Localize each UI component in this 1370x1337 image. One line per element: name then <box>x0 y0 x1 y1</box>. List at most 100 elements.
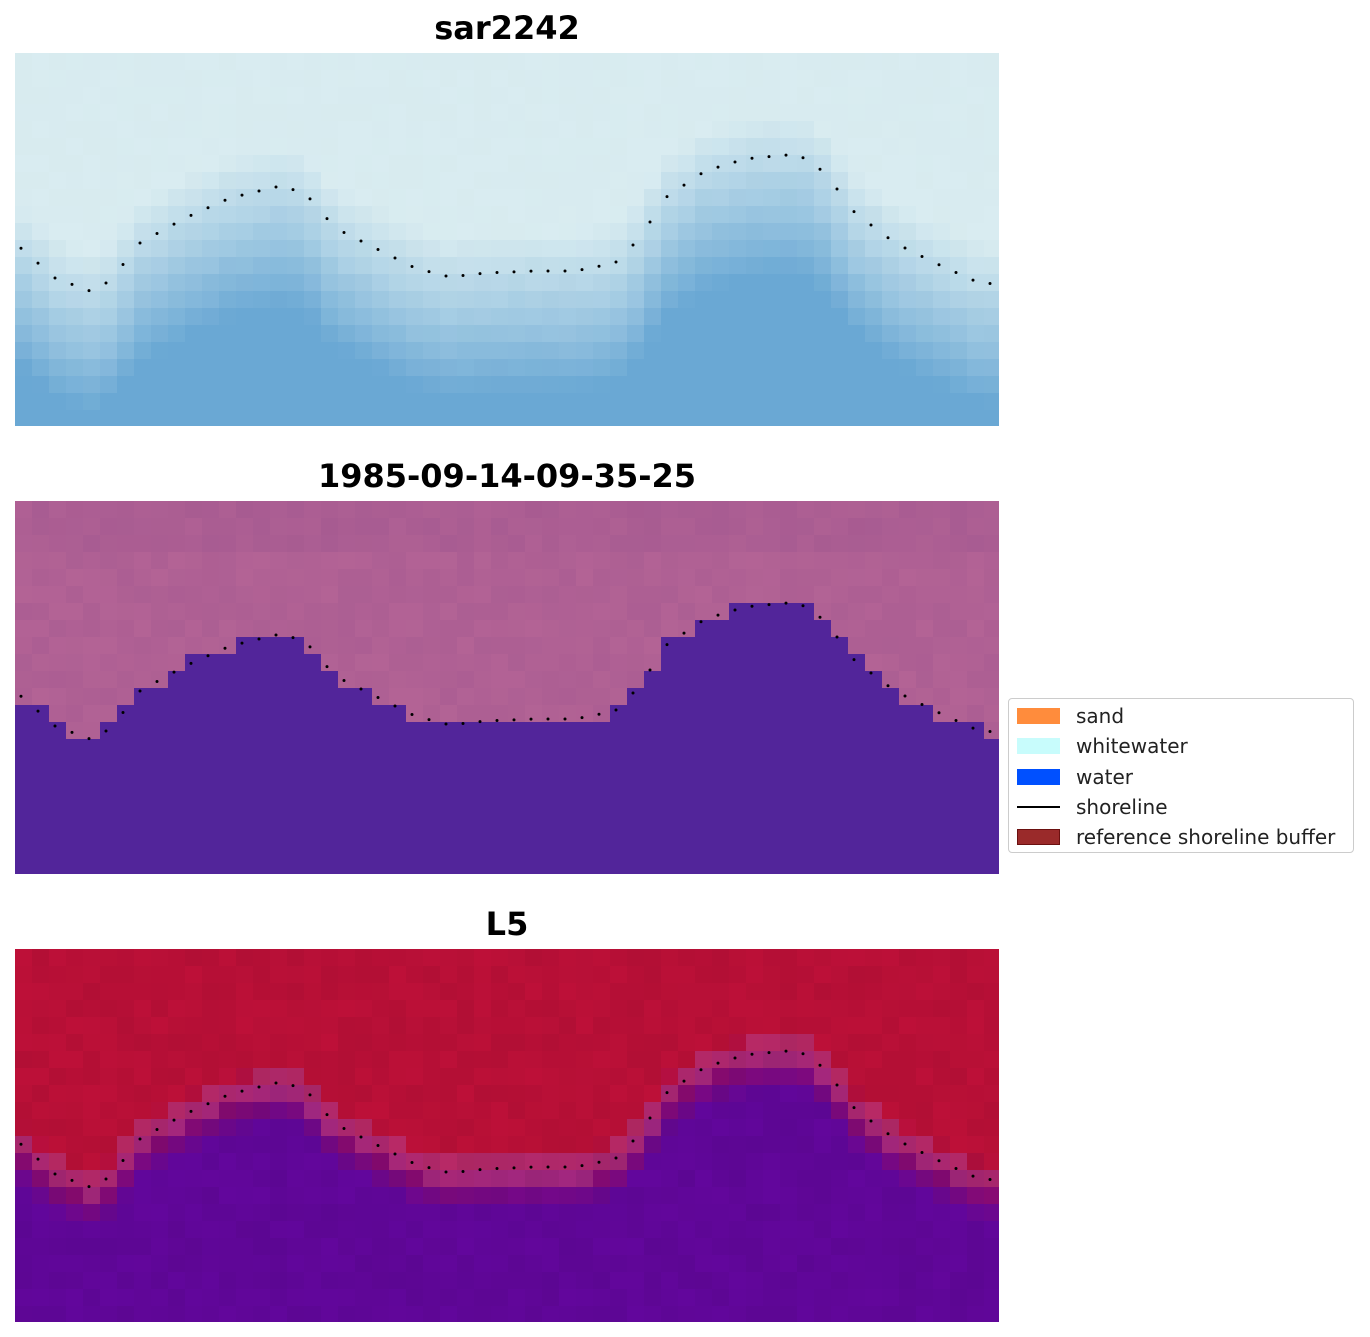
image-pixel <box>644 240 662 258</box>
image-pixel <box>100 376 118 394</box>
image-pixel <box>933 1255 951 1273</box>
image-pixel <box>83 1187 101 1205</box>
image-pixel <box>916 705 934 723</box>
image-pixel <box>559 705 577 723</box>
image-pixel <box>593 1306 611 1322</box>
shoreline-point <box>444 1170 448 1174</box>
image-pixel <box>695 949 713 967</box>
image-pixel <box>508 756 526 774</box>
image-pixel <box>627 501 645 519</box>
image-pixel <box>236 739 254 757</box>
shoreline-point <box>529 269 533 273</box>
image-pixel <box>287 807 305 825</box>
image-pixel <box>321 966 339 984</box>
image-pixel <box>32 1272 50 1290</box>
image-pixel <box>117 1255 135 1273</box>
image-pixel <box>117 841 135 859</box>
image-pixel <box>236 1204 254 1222</box>
image-pixel <box>780 586 798 604</box>
image-pixel <box>304 966 322 984</box>
image-pixel <box>746 240 764 258</box>
image-pixel <box>389 393 407 411</box>
image-pixel <box>389 1136 407 1154</box>
image-pixel <box>899 274 917 292</box>
image-pixel <box>712 1136 730 1154</box>
image-pixel <box>763 671 781 689</box>
image-pixel <box>83 603 101 621</box>
image-pixel <box>916 858 934 874</box>
image-pixel <box>117 53 135 71</box>
image-pixel <box>270 586 288 604</box>
image-pixel <box>253 1153 271 1171</box>
image-pixel <box>236 376 254 394</box>
image-pixel <box>780 325 798 343</box>
image-pixel <box>933 1238 951 1256</box>
image-pixel <box>848 1068 866 1086</box>
image-pixel <box>746 1204 764 1222</box>
image-pixel <box>321 1221 339 1239</box>
image-pixel <box>797 535 815 553</box>
image-pixel <box>32 342 50 360</box>
image-pixel <box>627 807 645 825</box>
image-pixel <box>270 1119 288 1137</box>
image-pixel <box>627 376 645 394</box>
image-pixel <box>236 603 254 621</box>
image-pixel <box>508 70 526 88</box>
image-pixel <box>100 637 118 655</box>
image-pixel <box>695 1068 713 1086</box>
image-pixel <box>712 739 730 757</box>
image-pixel <box>389 155 407 173</box>
image-pixel <box>525 688 543 706</box>
shoreline-point <box>308 645 312 649</box>
image-pixel <box>134 1136 152 1154</box>
image-pixel <box>389 359 407 377</box>
image-pixel <box>746 410 764 426</box>
image-pixel <box>457 206 475 224</box>
image-pixel <box>780 1136 798 1154</box>
image-pixel <box>712 155 730 173</box>
image-pixel <box>627 1255 645 1273</box>
image-pixel <box>49 87 67 105</box>
image-pixel <box>287 586 305 604</box>
image-pixel <box>355 1289 373 1307</box>
image-pixel <box>389 1051 407 1069</box>
image-pixel <box>202 325 220 343</box>
image-pixel <box>134 1085 152 1103</box>
image-pixel <box>304 552 322 570</box>
image-pixel <box>525 671 543 689</box>
image-pixel <box>168 87 186 105</box>
image-pixel <box>474 1238 492 1256</box>
image-pixel <box>508 240 526 258</box>
image-pixel <box>763 291 781 309</box>
image-pixel <box>933 155 951 173</box>
image-pixel <box>83 620 101 638</box>
image-pixel <box>508 1204 526 1222</box>
image-pixel <box>525 1051 543 1069</box>
image-pixel <box>508 518 526 536</box>
image-pixel <box>542 535 560 553</box>
image-pixel <box>593 807 611 825</box>
image-pixel <box>338 1034 356 1052</box>
image-pixel <box>576 53 594 71</box>
image-pixel <box>32 376 50 394</box>
image-pixel <box>814 274 832 292</box>
image-pixel <box>559 1034 577 1052</box>
image-pixel <box>627 53 645 71</box>
image-pixel <box>814 1102 832 1120</box>
image-pixel <box>474 858 492 874</box>
image-pixel <box>950 257 968 275</box>
image-pixel <box>151 841 169 859</box>
image-pixel <box>151 172 169 190</box>
image-pixel <box>491 87 509 105</box>
image-pixel <box>984 773 999 791</box>
image-pixel <box>508 501 526 519</box>
image-pixel <box>712 240 730 258</box>
image-pixel <box>168 189 186 207</box>
image-pixel <box>729 257 747 275</box>
image-pixel <box>355 53 373 71</box>
image-pixel <box>491 1102 509 1120</box>
image-pixel <box>236 1255 254 1273</box>
image-pixel <box>933 1034 951 1052</box>
image-pixel <box>253 569 271 587</box>
image-pixel <box>848 1289 866 1307</box>
